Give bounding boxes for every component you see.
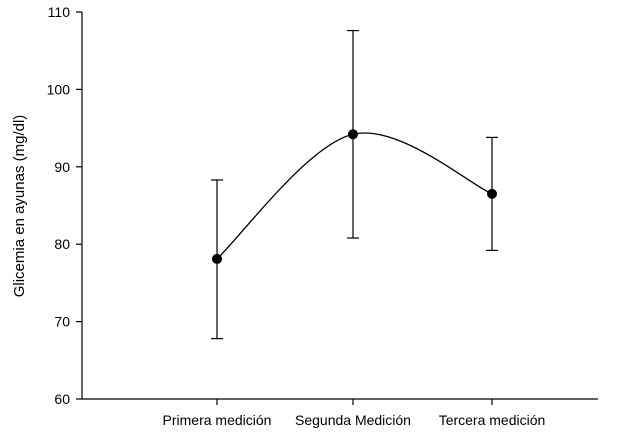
x-tick-label: Segunda Medición <box>295 412 411 428</box>
y-tick-label: 60 <box>54 391 70 407</box>
y-tick-label: 110 <box>48 4 71 20</box>
data-point-1 <box>212 253 222 264</box>
x-tick-label: Primera medición <box>163 412 272 428</box>
y-tick-label: 90 <box>54 159 70 175</box>
series-line <box>216 132 493 260</box>
data-point-3 <box>487 188 497 199</box>
y-tick-label: 70 <box>54 314 70 330</box>
y-tick-label: 100 <box>47 81 71 97</box>
y-tick-label: 80 <box>54 236 70 252</box>
data-point-2 <box>348 129 358 140</box>
y-axis-title: Glicemia en ayunas (mg/dl) <box>11 115 28 298</box>
x-tick-label: Tercera medición <box>439 412 546 428</box>
